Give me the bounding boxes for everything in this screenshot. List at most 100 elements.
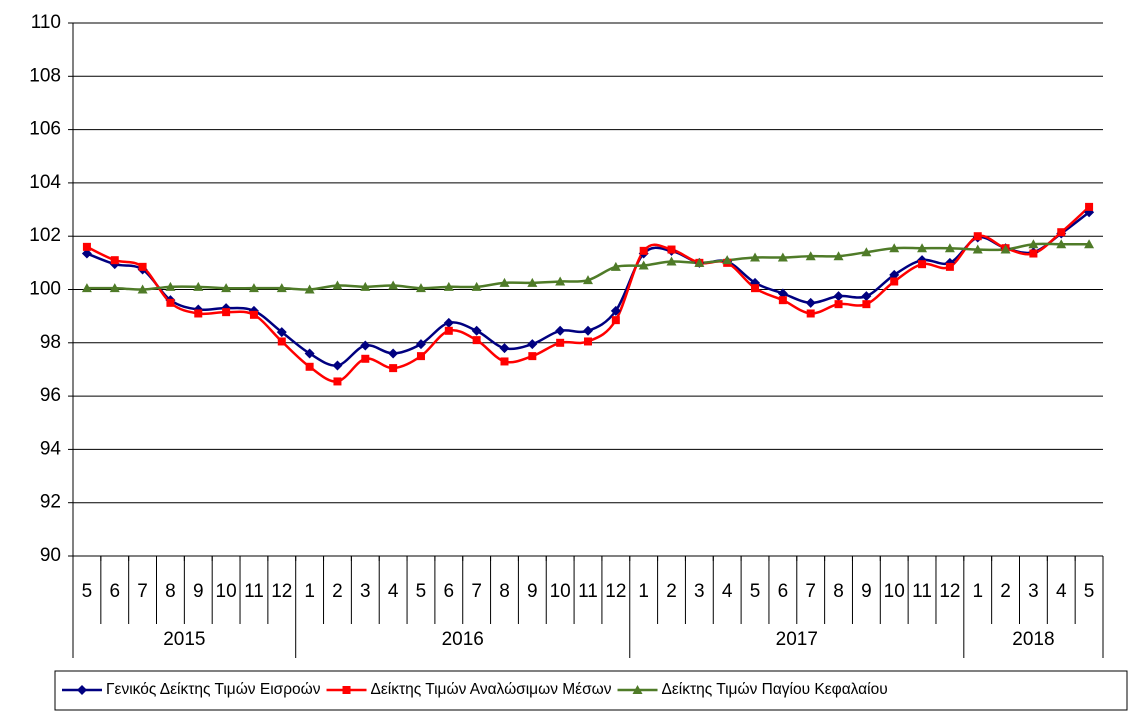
marker: [332, 280, 343, 290]
marker: [632, 685, 643, 694]
marker: [972, 244, 983, 254]
marker: [221, 283, 232, 293]
y-tick-label: 94: [40, 438, 62, 459]
marker: [611, 316, 620, 325]
x-tick-label: 6: [778, 581, 789, 602]
y-tick-label: 90: [40, 545, 61, 566]
marker: [555, 276, 566, 286]
marker: [889, 243, 900, 253]
y-tick-label: 98: [40, 332, 61, 353]
y-tick-label: 96: [40, 385, 61, 406]
marker: [805, 297, 816, 308]
marker: [806, 309, 815, 318]
marker: [222, 308, 231, 317]
marker: [110, 256, 119, 265]
x-tick-label: 6: [109, 581, 120, 602]
marker: [1028, 239, 1039, 249]
marker: [666, 256, 677, 266]
marker: [945, 262, 954, 271]
x-tick-label: 5: [750, 581, 761, 602]
x-tick-label: 6: [444, 581, 455, 602]
x-tick-label: 5: [1084, 581, 1095, 602]
marker: [527, 339, 538, 350]
x-tick-label: 5: [416, 581, 427, 602]
marker: [777, 288, 788, 299]
marker: [82, 242, 91, 251]
marker: [918, 260, 927, 269]
marker: [834, 300, 843, 309]
x-tick-label: 9: [527, 581, 538, 602]
marker: [1084, 239, 1095, 249]
year-label: 2015: [163, 629, 205, 650]
marker: [833, 291, 844, 302]
marker: [138, 262, 147, 271]
marker: [638, 260, 649, 270]
marker: [472, 336, 481, 345]
marker: [193, 281, 204, 291]
marker: [890, 277, 899, 286]
x-tick-label: 12: [939, 581, 960, 602]
marker: [165, 281, 176, 291]
y-tick-label: 110: [31, 12, 61, 33]
legend-label: Δείκτης Τιμών Παγίου Κεφαλαίου: [662, 681, 888, 698]
x-tick-label: 3: [694, 581, 705, 602]
x-tick-label: 4: [722, 581, 733, 602]
year-label: 2016: [442, 629, 484, 650]
marker: [415, 339, 426, 350]
marker: [194, 309, 203, 318]
marker: [304, 284, 315, 294]
marker: [81, 248, 92, 259]
marker: [81, 283, 92, 293]
marker: [889, 269, 900, 280]
marker: [166, 298, 175, 307]
marker: [444, 326, 453, 335]
marker: [499, 343, 510, 354]
x-tick-label: 1: [972, 581, 983, 602]
marker: [528, 352, 537, 361]
marker: [389, 364, 398, 373]
marker: [305, 362, 314, 371]
marker: [276, 327, 287, 338]
x-tick-label: 11: [578, 581, 598, 602]
marker: [1029, 249, 1038, 258]
marker: [583, 275, 593, 285]
marker: [360, 281, 371, 291]
x-tick-label: 10: [550, 581, 571, 602]
x-tick-label: 2: [332, 581, 343, 602]
marker: [917, 243, 928, 253]
marker: [276, 283, 287, 293]
marker: [109, 283, 120, 293]
y-tick-label: 108: [29, 65, 61, 86]
x-tick-label: 12: [605, 581, 626, 602]
legend-label: Δείκτης Τιμών Αναλώσιμων Μέσων: [371, 681, 612, 698]
year-label: 2018: [1012, 629, 1054, 650]
marker: [332, 360, 343, 371]
marker: [249, 310, 258, 319]
legend: [54, 670, 1128, 711]
marker: [944, 243, 955, 253]
y-tick-label: 92: [40, 492, 61, 513]
marker: [1057, 228, 1066, 237]
series-line: [86, 205, 1090, 383]
marker: [527, 277, 538, 287]
marker: [471, 325, 482, 336]
x-tick-label: 11: [912, 581, 932, 602]
marker: [388, 280, 399, 290]
marker: [861, 247, 872, 257]
marker: [722, 255, 733, 265]
marker: [861, 291, 872, 302]
x-tick-label: 7: [805, 581, 816, 602]
x-tick-label: 7: [137, 581, 148, 602]
marker: [277, 337, 286, 346]
marker: [137, 284, 148, 294]
marker: [973, 232, 982, 241]
marker: [805, 251, 816, 261]
marker: [333, 377, 342, 386]
marker: [750, 252, 761, 262]
y-tick-label: 100: [29, 279, 61, 300]
marker: [248, 283, 259, 293]
marker: [555, 325, 566, 336]
x-tick-label: 10: [216, 581, 237, 602]
marker: [833, 251, 844, 261]
